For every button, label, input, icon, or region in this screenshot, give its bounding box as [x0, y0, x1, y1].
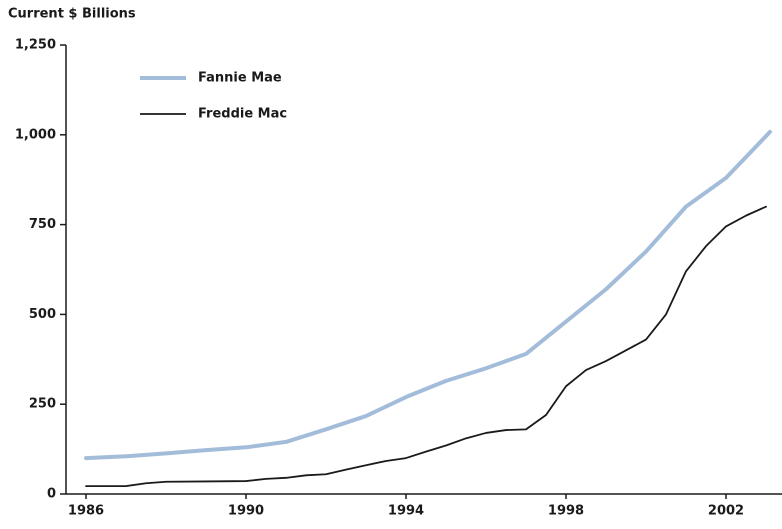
line-series — [85, 205, 767, 487]
x-tick-label: 1990 — [228, 504, 264, 519]
y-tick-label: 750 — [29, 217, 56, 232]
y-tick-label: 1,000 — [15, 127, 56, 142]
x-tick-label: 1994 — [388, 504, 424, 519]
line-series — [84, 129, 772, 461]
legend-label: Freddie Mac — [198, 107, 287, 122]
y-tick-label: 250 — [29, 397, 56, 412]
x-tick-label: 2002 — [708, 504, 744, 519]
y-tick-label: 1,250 — [15, 38, 56, 53]
x-tick-label: 1986 — [68, 504, 104, 519]
y-tick-label: 500 — [29, 307, 56, 322]
chart-title: Current $ Billions — [8, 7, 136, 22]
y-tick-label: 0 — [47, 487, 56, 502]
legend-label: Fannie Mae — [198, 71, 282, 86]
x-tick-label: 1998 — [548, 504, 584, 519]
